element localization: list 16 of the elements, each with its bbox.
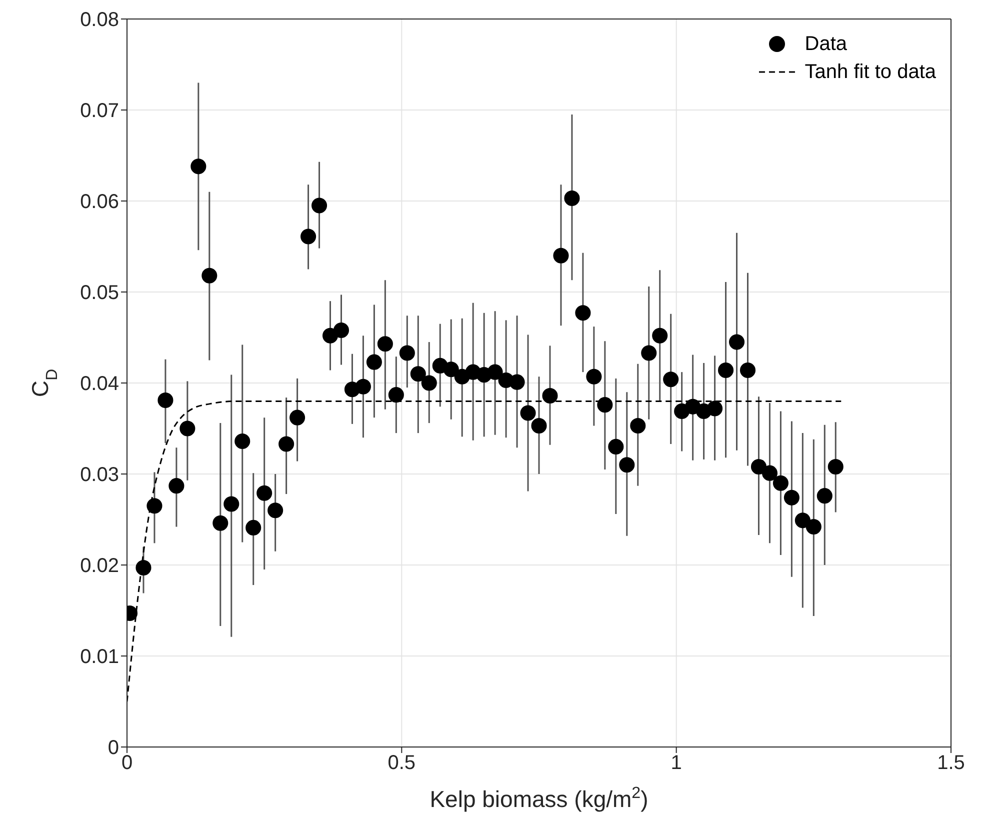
y-tick-label: 0.02 bbox=[80, 555, 119, 578]
y-tick-label: 0.03 bbox=[80, 464, 119, 486]
legend-label: Tanh fit to data bbox=[804, 60, 936, 85]
y-tick-label: 0.07 bbox=[80, 100, 119, 122]
x-tick-label: 1.5 bbox=[937, 752, 965, 774]
y-tick-label: 0.06 bbox=[80, 191, 119, 214]
x-tick-label: 0 bbox=[121, 752, 133, 774]
x-tick-label: 1 bbox=[670, 752, 682, 774]
x-axis-title: Kelp biomass (kg/m$^{2}$) bbox=[430, 784, 648, 812]
y-tick-label: 0.01 bbox=[80, 646, 119, 668]
x-tick-label: 0.5 bbox=[388, 752, 416, 774]
y-tick-label: 0.04 bbox=[80, 373, 119, 396]
y-tick-label: 0 bbox=[108, 737, 119, 760]
legend-label: Data bbox=[804, 32, 848, 57]
y-tick-label: 0.05 bbox=[80, 282, 119, 304]
y-tick-label: 0.08 bbox=[80, 9, 119, 32]
